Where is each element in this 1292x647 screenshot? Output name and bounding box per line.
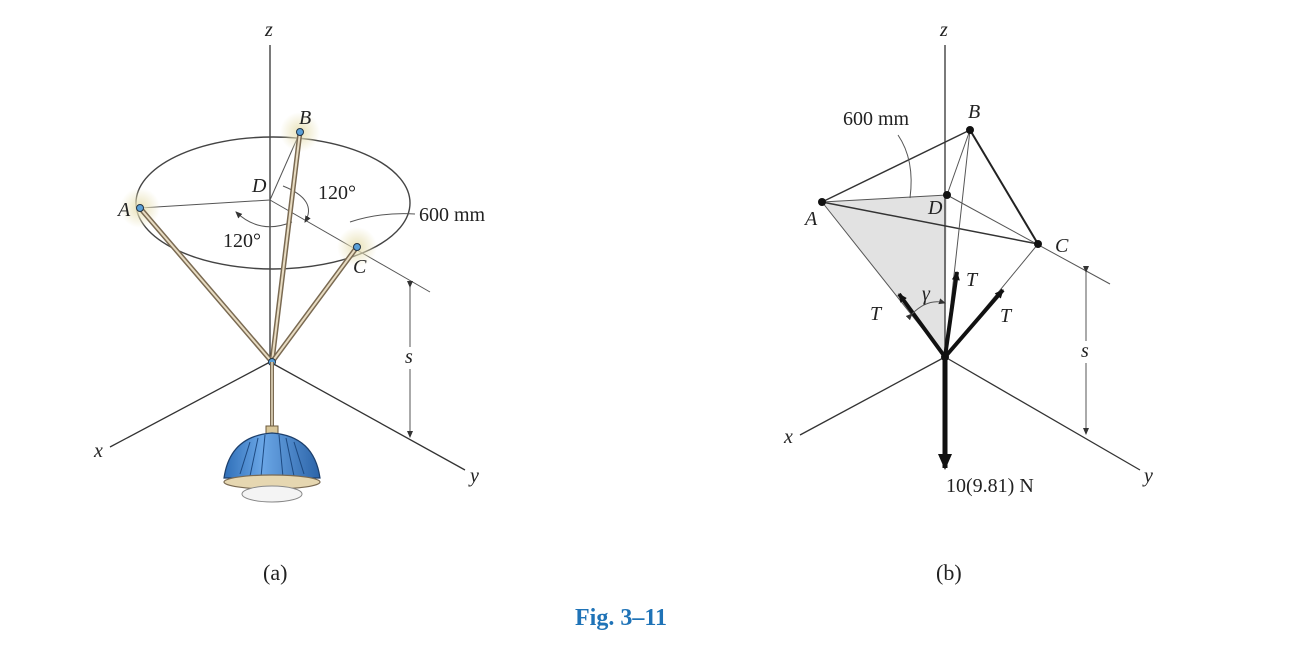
y-axis-b: [944, 356, 1141, 471]
angle-label-1: 120°: [318, 182, 356, 204]
point-b-label: B: [299, 107, 311, 129]
point-c-label-b: C: [1055, 235, 1069, 257]
tension-arrow-c: [943, 288, 1005, 359]
point-b-dot-b: [966, 126, 974, 134]
point-c-marker: [353, 243, 361, 251]
z-label-a: z: [264, 19, 273, 41]
radius-da: [139, 199, 271, 209]
dimension-s-label-b: s: [1081, 340, 1089, 362]
point-b-marker: [296, 128, 304, 136]
y-label-b: y: [1142, 465, 1153, 487]
radius-label-b: 600 mm: [843, 108, 910, 130]
caption-b: (b): [936, 560, 962, 585]
gamma-label: γ: [922, 283, 931, 305]
angle-label-2: 120°: [223, 230, 261, 252]
point-a-label: A: [116, 199, 131, 221]
figure-b: z x y 600 mm A B C D T T T γ: [783, 19, 1153, 585]
tension-label-c: T: [1000, 305, 1013, 327]
figure-title: Fig. 3–11: [575, 605, 667, 631]
weight-label: 10(9.81) N: [946, 475, 1034, 497]
dimension-s-label-a: s: [405, 346, 413, 368]
point-c-dot-b: [1034, 240, 1042, 248]
line-ab: [821, 129, 971, 203]
point-d-label: D: [251, 175, 267, 197]
line-db: [946, 129, 971, 196]
radius-label-a: 600 mm: [419, 204, 486, 226]
lamp-bulb: [241, 485, 303, 503]
tension-label-b: T: [966, 269, 979, 291]
caption-a: (a): [263, 560, 287, 585]
line-dc-extension: [946, 194, 1111, 285]
tension-label-a: T: [870, 303, 883, 325]
y-axis-a: [269, 361, 466, 471]
angle-arc-2: [235, 211, 293, 228]
figure-a: z x y 120° 120° 600 mm A B: [93, 19, 486, 585]
x-label-a: x: [93, 440, 103, 462]
lamp-shade: [223, 432, 321, 479]
point-b-label-b: B: [968, 101, 980, 123]
point-a-label-b: A: [803, 208, 818, 230]
point-c-label: C: [353, 256, 367, 278]
x-axis-b: [799, 356, 946, 436]
line-bc: [969, 129, 1039, 245]
point-d-dot-b: [943, 191, 951, 199]
x-axis-a: [109, 361, 271, 448]
tension-arrow-b: [943, 271, 960, 358]
point-d-label-b: D: [927, 197, 943, 219]
z-label-b: z: [939, 19, 948, 41]
line-ac: [821, 201, 1039, 245]
point-a-dot-b: [818, 198, 826, 206]
y-label-a: y: [468, 465, 479, 487]
radius-leader-b: [897, 134, 912, 199]
gamma-arc: [905, 298, 946, 321]
x-label-b: x: [783, 426, 793, 448]
point-a-marker: [136, 204, 144, 212]
line-ad: [821, 194, 948, 203]
angle-arc-1: [282, 185, 311, 223]
radius-leader-a: [349, 213, 416, 223]
